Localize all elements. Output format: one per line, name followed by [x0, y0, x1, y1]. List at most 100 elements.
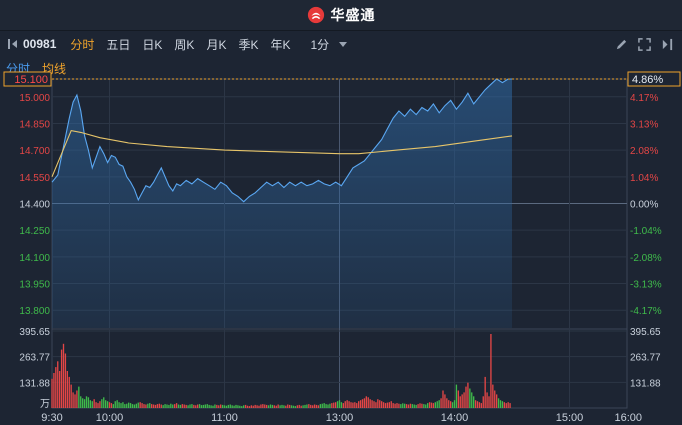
- volume-bar: [233, 405, 235, 408]
- price-tick-label: 14.100: [19, 253, 50, 264]
- volume-bar: [89, 400, 91, 408]
- volume-bar: [407, 404, 410, 408]
- volume-bar: [108, 402, 111, 408]
- volume-bar: [415, 404, 417, 408]
- volume-bar: [430, 402, 433, 408]
- chevron-down-icon: [339, 41, 348, 47]
- volume-bar: [329, 403, 331, 408]
- volume-bar: [101, 399, 103, 408]
- volume-bar: [453, 400, 456, 408]
- fullscreen-icon[interactable]: [638, 37, 651, 51]
- volume-bar: [473, 396, 475, 408]
- volume-bar: [480, 403, 482, 408]
- volume-bar: [248, 406, 251, 408]
- volume-bar: [338, 400, 341, 408]
- volume-bar: [195, 405, 197, 408]
- volume-bar: [321, 403, 323, 408]
- brand: 华盛通: [307, 5, 376, 25]
- volume-bar: [323, 403, 325, 408]
- volume-bar: [359, 400, 362, 408]
- volume-bar: [467, 382, 469, 408]
- volume-bar: [164, 404, 166, 408]
- volume-bar: [181, 404, 183, 408]
- price-tick-label: 15.000: [19, 93, 50, 104]
- indicator-time-share[interactable]: 分时: [6, 62, 31, 76]
- volume-bar: [91, 401, 93, 408]
- volume-bar: [450, 401, 452, 408]
- volume-bar: [507, 402, 509, 408]
- volume-bar: [124, 404, 126, 408]
- volume-bar: [135, 403, 137, 408]
- volume-bar: [78, 386, 80, 408]
- tab-year-k[interactable]: 年K: [270, 37, 291, 52]
- volume-bar: [183, 404, 185, 408]
- volume-bar: [438, 400, 440, 408]
- volume-bar: [300, 405, 302, 408]
- time-axis-label: 10:00: [96, 412, 124, 424]
- price-tick-label: 14.700: [19, 146, 50, 157]
- collapse-right-icon[interactable]: [661, 38, 674, 51]
- volume-bar: [116, 400, 118, 408]
- volume-bar: [405, 404, 408, 408]
- brand-logo-icon: [307, 6, 324, 24]
- volume-bar: [87, 397, 90, 408]
- volume-bar: [446, 398, 448, 408]
- volume-bar: [313, 404, 316, 408]
- tab-day-k[interactable]: 日K: [142, 37, 163, 52]
- volume-bar: [392, 403, 394, 408]
- volume-bar: [143, 404, 145, 408]
- volume-bar: [342, 403, 344, 408]
- tab-five-day[interactable]: 五日: [106, 37, 131, 52]
- volume-bar: [82, 398, 84, 408]
- volume-bar: [292, 405, 295, 408]
- volume-bar: [335, 402, 337, 408]
- volume-bar: [62, 343, 65, 408]
- volume-bar: [214, 404, 216, 408]
- tab-week-k[interactable]: 周K: [174, 37, 195, 52]
- volume-bar: [336, 401, 339, 408]
- volume-bar: [197, 404, 199, 408]
- volume-bar: [128, 402, 130, 408]
- volume-bar: [66, 371, 68, 408]
- volume-bar: [220, 404, 222, 408]
- volume-bar: [444, 394, 446, 408]
- volume-bar: [469, 388, 471, 408]
- volume-bar: [356, 403, 358, 408]
- volume-bar: [271, 404, 274, 408]
- pct-tick-label: 3.13%: [630, 119, 658, 130]
- price-line: [51, 78, 512, 203]
- volume-bar: [168, 404, 170, 408]
- volume-bar: [442, 390, 444, 408]
- volume-bar: [365, 396, 367, 408]
- volume-bar: [60, 349, 63, 408]
- volume-bar: [55, 367, 57, 408]
- volume-bar: [152, 404, 155, 408]
- volume-bar: [68, 376, 70, 408]
- volume-bar: [218, 405, 220, 408]
- pct-tick-label: -1.04%: [630, 226, 662, 237]
- volume-bar: [499, 400, 502, 408]
- volume-bar: [254, 404, 256, 408]
- volume-bar: [223, 405, 226, 408]
- average-price-line: [51, 129, 513, 178]
- tab-quarter-k[interactable]: 季K: [238, 37, 259, 52]
- period-select[interactable]: 1分: [310, 36, 348, 53]
- volume-bar: [264, 404, 266, 408]
- volume-bar: [476, 401, 479, 408]
- volume-bar: [386, 402, 389, 408]
- volume-bar: [237, 405, 239, 408]
- volume-bar: [409, 403, 412, 408]
- volume-bar: [191, 404, 193, 408]
- pencil-icon[interactable]: [615, 38, 628, 51]
- volume-bar: [285, 405, 287, 408]
- volume-bar: [231, 405, 233, 408]
- collapse-left-icon[interactable]: [7, 37, 19, 51]
- indicator-avg-line[interactable]: 均线: [42, 62, 67, 76]
- volume-bar: [106, 401, 109, 408]
- volume-bar: [170, 403, 172, 408]
- price-tick-label: 14.850: [19, 119, 50, 130]
- volume-bar: [505, 403, 507, 408]
- tab-month-k[interactable]: 月K: [206, 37, 227, 52]
- volume-bar: [294, 406, 297, 408]
- tab-time-share[interactable]: 分时: [70, 37, 95, 52]
